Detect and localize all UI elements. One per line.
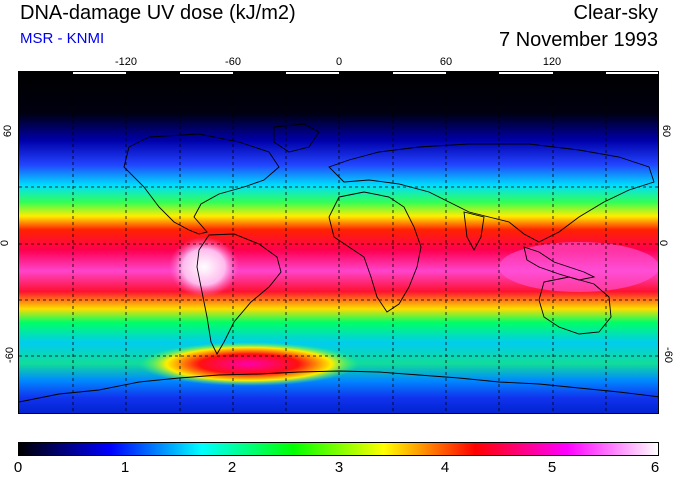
eurasia-coast bbox=[328, 143, 655, 243]
colorbar-label: 1 bbox=[120, 459, 130, 476]
lon-tick-top: -60 bbox=[225, 56, 241, 68]
greenland-coast bbox=[273, 123, 320, 153]
uv-dose-map-svg bbox=[19, 72, 658, 413]
ozone-hole-region bbox=[139, 342, 359, 386]
date-label: 7 November 1993 bbox=[499, 29, 658, 51]
andes-high-dose bbox=[169, 237, 239, 297]
lat-tick-left: -60 bbox=[3, 347, 16, 363]
uv-dose-map bbox=[18, 71, 659, 414]
graticule bbox=[19, 72, 658, 413]
lon-tick-top: 60 bbox=[439, 56, 453, 68]
colorbar-label: 2 bbox=[227, 459, 237, 476]
lat-tick-right: -60 bbox=[661, 347, 674, 363]
credit-label: MSR - KNMI bbox=[20, 30, 105, 47]
australia-coast bbox=[538, 276, 612, 335]
lon-tick-top: -120 bbox=[114, 56, 138, 68]
southeast-asia-islands bbox=[523, 246, 596, 281]
colorbar-label: 5 bbox=[547, 459, 557, 476]
frame-ticks bbox=[73, 72, 658, 74]
lat-tick-right: 60 bbox=[660, 124, 673, 138]
colorbar-label: 3 bbox=[334, 459, 344, 476]
colorbar-label: 4 bbox=[440, 459, 450, 476]
colorbar-label: 6 bbox=[650, 459, 660, 476]
lat-tick-left: 0 bbox=[0, 239, 12, 247]
pacific-high-dose bbox=[499, 242, 658, 292]
north-america-coast bbox=[123, 133, 280, 235]
colorbar bbox=[18, 442, 659, 456]
south-america-coast bbox=[196, 233, 282, 355]
lat-tick-left: 60 bbox=[2, 124, 15, 138]
india-coast bbox=[463, 211, 485, 251]
lon-tick-top: 0 bbox=[335, 56, 343, 68]
colorbar-label: 0 bbox=[13, 459, 23, 476]
sky-condition-label: Clear-sky bbox=[573, 2, 658, 24]
lon-tick-top: 120 bbox=[542, 56, 562, 68]
map-title: DNA-damage UV dose (kJ/m2) bbox=[20, 2, 296, 24]
